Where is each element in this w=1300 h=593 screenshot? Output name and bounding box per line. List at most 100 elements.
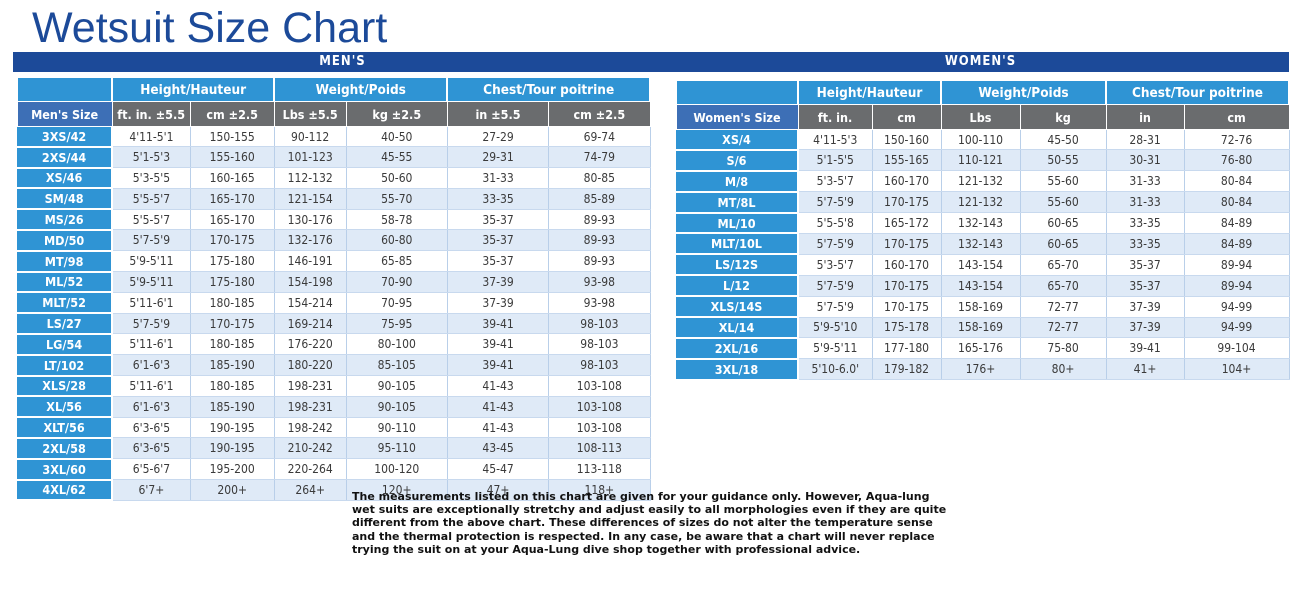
womens-col-chest-cm: cm [1183,104,1290,130]
chest-cm-cell: 98-103 [548,333,651,356]
table-row: XLS/14S 5'7-5'9 170-175 158-169 72-77 37-39 94… [676,296,1290,319]
height-cm-cell: 170-175 [872,296,942,318]
chest-in-cell: 39-41 [447,313,550,335]
weight-kg-cell: 72-77 [1020,296,1107,318]
weight-kg-cell: 72-77 [1020,317,1107,339]
table-row: SM/48 5'5-5'7 165-170 121-154 55-70 33-35 85-8… [17,188,651,211]
table-row: 2XL/16 5'9-5'11 177-180 165-176 75-80 39-41 99… [676,337,1290,360]
height-ftin-cell: 5'9-5'10 [798,317,873,339]
height-cm-cell: 179-182 [872,358,942,381]
chest-cm-cell: 89-93 [548,229,651,252]
height-ftin-cell: 5'7-5'9 [798,275,873,297]
height-ftin-cell: 5'9-5'11 [798,337,873,360]
weight-lbs-cell: 169-214 [274,313,347,335]
mens-column-header: Men's Size ft. in. ±5.5 cm ±2.5 Lbs ±5.5… [16,101,651,127]
height-cm-cell: 175-178 [872,317,942,339]
weight-kg-cell: 75-95 [346,313,448,335]
table-row: 3XS/42 4'11-5'1 150-155 90-112 40-50 27-29 69-… [17,126,651,148]
weight-kg-cell: 100-120 [346,458,448,481]
womens-group-blank [675,81,799,105]
chest-cm-cell: 113-118 [548,458,651,481]
chest-in-cell: 39-41 [447,333,550,356]
weight-lbs-cell: 176+ [941,358,1021,381]
height-ftin-cell: 5'7-5'9 [798,191,873,214]
height-ftin-cell: 5'3-5'5 [112,167,191,189]
weight-lbs-cell: 180-220 [274,354,347,377]
height-cm-cell: 175-180 [190,250,275,273]
size-cell: 3XL/60 [17,458,114,481]
page-title: Wetsuit Size Chart [32,4,388,52]
size-cell: XL/14 [676,317,799,339]
chest-cm-cell: 74-79 [548,146,651,169]
weight-kg-cell: 90-105 [346,375,448,397]
womens-banner: WOMEN'S [672,52,1289,72]
size-cell: MLT/52 [17,292,114,315]
size-cell: 3XL/18 [676,358,799,381]
table-row: 3XL/60 6'5-6'7 195-200 220-264 100-120 45-47 1… [17,458,651,481]
weight-lbs-cell: 158-169 [941,296,1021,318]
size-cell: 3XS/42 [17,126,114,148]
height-cm-cell: 170-175 [872,275,942,297]
chest-in-cell: 47+ [447,479,550,501]
height-ftin-cell: 5'3-5'7 [798,170,873,193]
table-row: MS/26 5'5-5'7 165-170 130-176 58-78 35-37 89-9… [17,209,651,231]
table-row: LS/27 5'7-5'9 170-175 169-214 75-95 39-41 98-1… [17,313,651,335]
height-ftin-cell: 5'7-5'9 [112,313,191,335]
chest-in-cell: 39-41 [1106,337,1185,360]
weight-lbs-cell: 130-176 [274,209,347,231]
height-ftin-cell: 5'1-5'3 [112,146,191,169]
table-row: 2XS/44 5'1-5'3 155-160 101-123 45-55 29-31 74-… [17,146,651,169]
size-cell: XLS/28 [17,375,114,398]
weight-lbs-cell: 132-143 [941,233,1021,255]
height-cm-cell: 190-195 [190,417,275,439]
size-cell: LS/12S [676,254,799,277]
size-cell: S/6 [676,149,799,172]
size-cell: XL/56 [17,396,114,419]
chest-in-cell: 41+ [1106,358,1185,381]
mens-col-height-cm: cm ±2.5 [189,101,275,127]
mens-col-size: Men's Size [16,101,113,127]
chest-in-cell: 31-33 [1106,170,1185,193]
table-row: LS/12S 5'3-5'7 160-170 143-154 65-70 35-37 89-… [676,254,1290,277]
disclaimer-line: trying the suit on at your Aqua-Lung div… [352,542,861,556]
weight-kg-cell: 70-90 [346,271,448,293]
chest-cm-cell: 84-89 [1184,233,1290,255]
chest-cm-cell: 80-85 [548,167,651,189]
weight-kg-cell: 90-105 [346,396,448,418]
weight-kg-cell: 55-60 [1020,170,1107,193]
womens-col-height-cm: cm [871,104,942,130]
chest-cm-cell: 103-108 [548,396,651,418]
weight-kg-cell: 60-65 [1020,233,1107,255]
table-row: MLT/52 5'11-6'1 180-185 154-214 70-95 37-39 93… [17,292,651,315]
height-cm-cell: 165-170 [190,188,275,210]
height-cm-cell: 170-175 [872,191,942,214]
height-ftin-cell: 5'11-6'1 [112,333,191,356]
chest-in-cell: 45-47 [447,458,550,481]
height-ftin-cell: 5'11-6'1 [112,292,191,314]
height-cm-cell: 165-170 [190,209,275,231]
disclaimer-text: The measurements listed on this chart ar… [352,490,962,556]
weight-kg-cell: 45-50 [1020,129,1107,151]
height-ftin-cell: 6'5-6'7 [112,458,191,481]
disclaimer-line: different from the above chart. These di… [352,516,933,530]
size-cell: MD/50 [17,229,114,252]
size-cell: LG/54 [17,333,114,356]
height-cm-cell: 180-185 [190,333,275,356]
weight-kg-cell: 58-78 [346,209,448,231]
chest-cm-cell: 89-93 [548,209,651,231]
chest-cm-cell: 85-89 [548,188,651,210]
chest-in-cell: 35-37 [1106,254,1185,276]
height-ftin-cell: 5'7-5'9 [798,233,873,255]
mens-col-chest-cm: cm ±2.5 [548,101,651,127]
weight-kg-cell: 55-60 [1020,191,1107,214]
size-cell: XLT/56 [17,417,114,439]
chest-cm-cell: 104+ [1184,358,1290,381]
chest-in-cell: 41-43 [447,375,550,397]
chest-cm-cell: 76-80 [1184,149,1290,172]
weight-lbs-cell: 165-176 [941,337,1021,360]
weight-kg-cell: 60-80 [346,229,448,252]
chest-cm-cell: 89-94 [1184,275,1290,297]
table-row: M/8 5'3-5'7 160-170 121-132 55-60 31-33 80-84 [676,170,1290,193]
weight-lbs-cell: 220-264 [274,458,347,481]
height-cm-cell: 160-165 [190,167,275,189]
